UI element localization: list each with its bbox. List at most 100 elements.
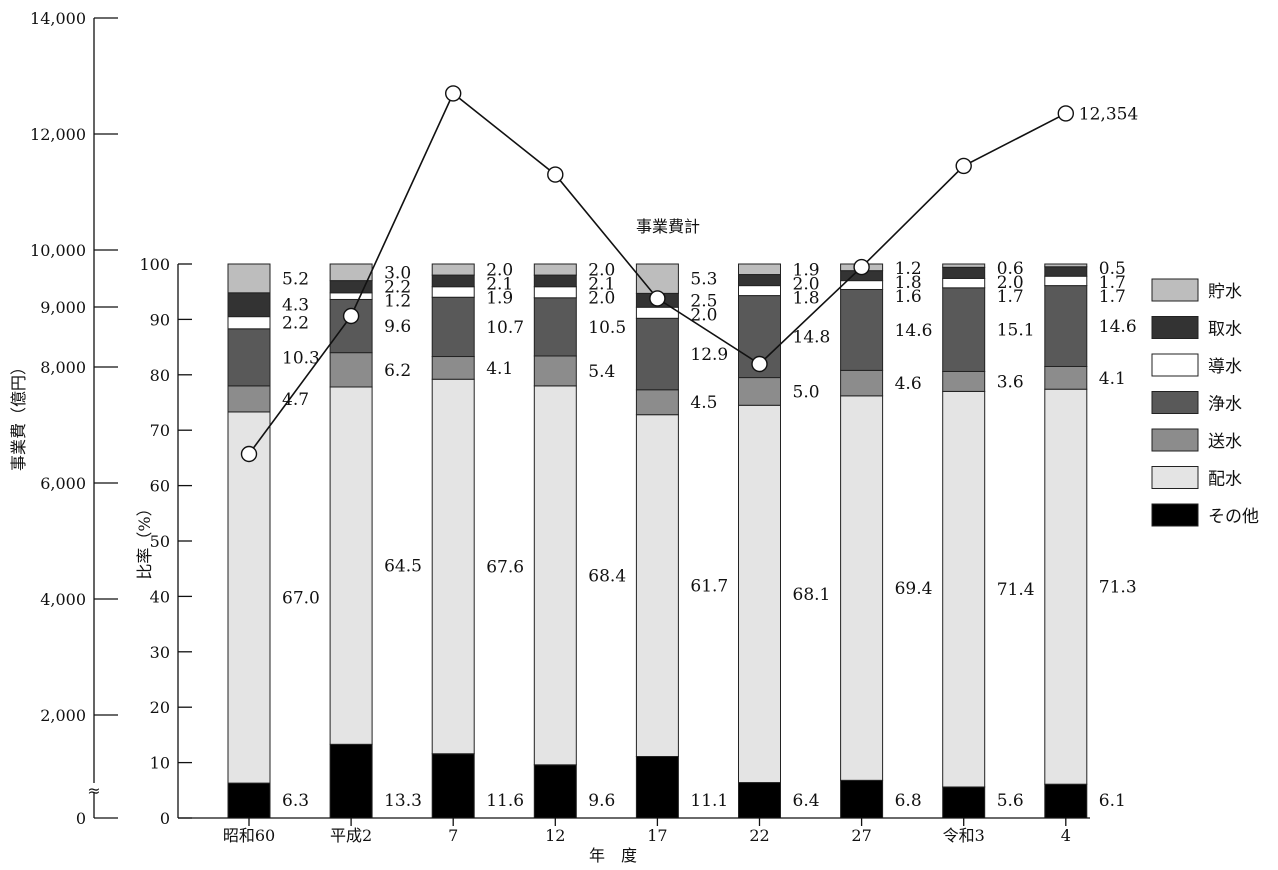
bar-segment-その他	[635, 756, 679, 819]
ratio-tick-label: 0	[160, 809, 170, 828]
bar-segment-送水	[431, 356, 475, 380]
category-tick-label: 昭和60	[223, 826, 275, 845]
bar-segment-配水	[227, 411, 271, 784]
data-label-送水: 4.5	[690, 393, 717, 413]
legend-swatch	[1151, 278, 1199, 302]
cost-tick-label: 2,000	[40, 706, 86, 725]
legend-swatch	[1151, 503, 1199, 527]
bar-segment-送水	[942, 370, 986, 392]
bar-segment-導水	[533, 286, 577, 299]
bar-segment-取水	[738, 274, 781, 287]
bar-segment-その他	[533, 764, 577, 819]
bar-segment-貯水	[942, 263, 986, 268]
cost-tick-label: 14,000	[30, 9, 86, 28]
cost-tick-label: 0	[76, 809, 86, 828]
axis-break-gap	[88, 783, 100, 793]
data-label-導水: 1.9	[486, 289, 513, 309]
bar-12: 9.6 68.4 5.4 10.5 2.02.12.0	[533, 261, 626, 819]
bar-segment-配水	[533, 385, 577, 766]
data-label-浄水: 14.6	[1099, 317, 1137, 337]
data-label-配水: 64.5	[384, 557, 422, 577]
legend-swatch	[1151, 466, 1199, 489]
data-label-浄水: 12.9	[690, 345, 728, 365]
bar-segment-取水	[533, 274, 577, 288]
bar-segment-導水	[738, 285, 781, 297]
bar-segment-送水	[635, 389, 679, 416]
bar-昭和60: 6.3 67.0 4.7 10.3 2.24.3 5.2	[227, 263, 320, 819]
data-label-取水: 2.0	[793, 274, 820, 294]
y2-axis-title: 事業費（億円）	[9, 359, 28, 471]
y-axis-title: 比率（%）	[135, 500, 154, 579]
legend-label: 貯水	[1208, 282, 1242, 302]
bar-7: 11.6 67.6 4.1 10.7 1.92.12.0	[431, 261, 524, 819]
line-series-label: 事業費計	[636, 217, 700, 236]
x-axis-title: 年 度	[589, 846, 637, 865]
data-label-貯水: 1.9	[793, 260, 820, 280]
bar-segment-導水	[227, 316, 271, 330]
ratio-tick-label: 90	[150, 310, 170, 329]
bar-segment-浄水	[533, 297, 577, 357]
data-label-導水: 1.8	[793, 288, 820, 308]
data-label-送水: 4.7	[282, 390, 309, 410]
cost-axis: 0 2,000 4,000 6,000 8,000 9,000 10,000 12,000 14…	[30, 9, 118, 828]
bar-segment-導水	[635, 306, 679, 319]
bar-segment-配水	[329, 386, 373, 745]
data-label-配水: 71.4	[997, 580, 1035, 600]
data-label-配水: 69.4	[895, 579, 933, 599]
legend-item-送水: 送水	[1151, 428, 1242, 452]
legend-swatch	[1151, 391, 1199, 414]
bar-segment-貯水	[329, 263, 373, 282]
data-label-貯水: 0.5	[1099, 259, 1126, 279]
legend-label: 取水	[1208, 320, 1242, 340]
legend-label: その他	[1208, 507, 1259, 527]
bar-segment-送水	[840, 369, 884, 397]
category-tick-label: 17	[647, 826, 667, 845]
bar-segment-配水	[635, 414, 679, 758]
legend-item-その他: その他	[1151, 503, 1259, 527]
data-label-貯水: 5.3	[690, 270, 717, 290]
data-label-導水: 1.7	[1099, 287, 1126, 307]
legend-swatch	[1151, 428, 1199, 452]
ratio-tick-label: 80	[150, 366, 170, 385]
ratio-tick-label: 50	[150, 532, 170, 551]
cost-tick-label: 8,000	[40, 358, 86, 377]
bar-segment-浄水	[942, 287, 986, 372]
total-cost-point	[1057, 105, 1075, 122]
bar-segment-その他	[329, 743, 373, 819]
bar-segment-導水	[942, 277, 986, 289]
ratio-axis: 0 10 20 30 40 50 60 70 80 90 100	[139, 255, 192, 828]
data-label-配水: 71.3	[1099, 578, 1137, 598]
bar-segment-貯水	[227, 263, 271, 294]
data-label-配水: 61.7	[690, 577, 728, 597]
data-label-その他: 13.3	[384, 791, 422, 811]
bar-segment-浄水	[227, 328, 271, 387]
data-label-その他: 6.1	[1099, 791, 1126, 811]
data-label-その他: 6.8	[895, 791, 922, 811]
total-cost-last-label: 12,354	[1079, 104, 1138, 124]
bar-segment-送水	[738, 377, 781, 406]
bar-segment-その他	[431, 753, 475, 819]
data-label-その他: 6.3	[282, 791, 309, 811]
ratio-tick-label: 20	[150, 698, 170, 717]
data-label-浄水: 10.3	[282, 348, 320, 368]
bar-segment-送水	[533, 355, 577, 387]
data-label-貯水: 1.2	[895, 259, 922, 279]
data-label-貯水: 3.0	[384, 263, 411, 283]
bar-27: 6.8 69.4 4.6 14.6 1.61.81.2	[840, 259, 933, 819]
data-label-送水: 6.2	[384, 361, 411, 381]
legend-label: 配水	[1208, 470, 1242, 490]
bar-segment-導水	[431, 286, 475, 298]
category-tick-label: 12	[545, 826, 565, 845]
cost-tick-label: 12,000	[30, 125, 86, 144]
ratio-tick-label: 100	[139, 255, 170, 274]
data-label-浄水: 14.6	[895, 321, 933, 341]
data-label-浄水: 15.1	[997, 321, 1035, 341]
total-cost-point	[445, 85, 462, 102]
legend-item-浄水: 浄水	[1151, 391, 1242, 415]
legend-label: 送水	[1208, 432, 1242, 452]
data-label-その他: 6.4	[793, 791, 820, 811]
category-tick-label: 22	[749, 826, 769, 845]
bar-segment-貯水	[738, 263, 781, 276]
